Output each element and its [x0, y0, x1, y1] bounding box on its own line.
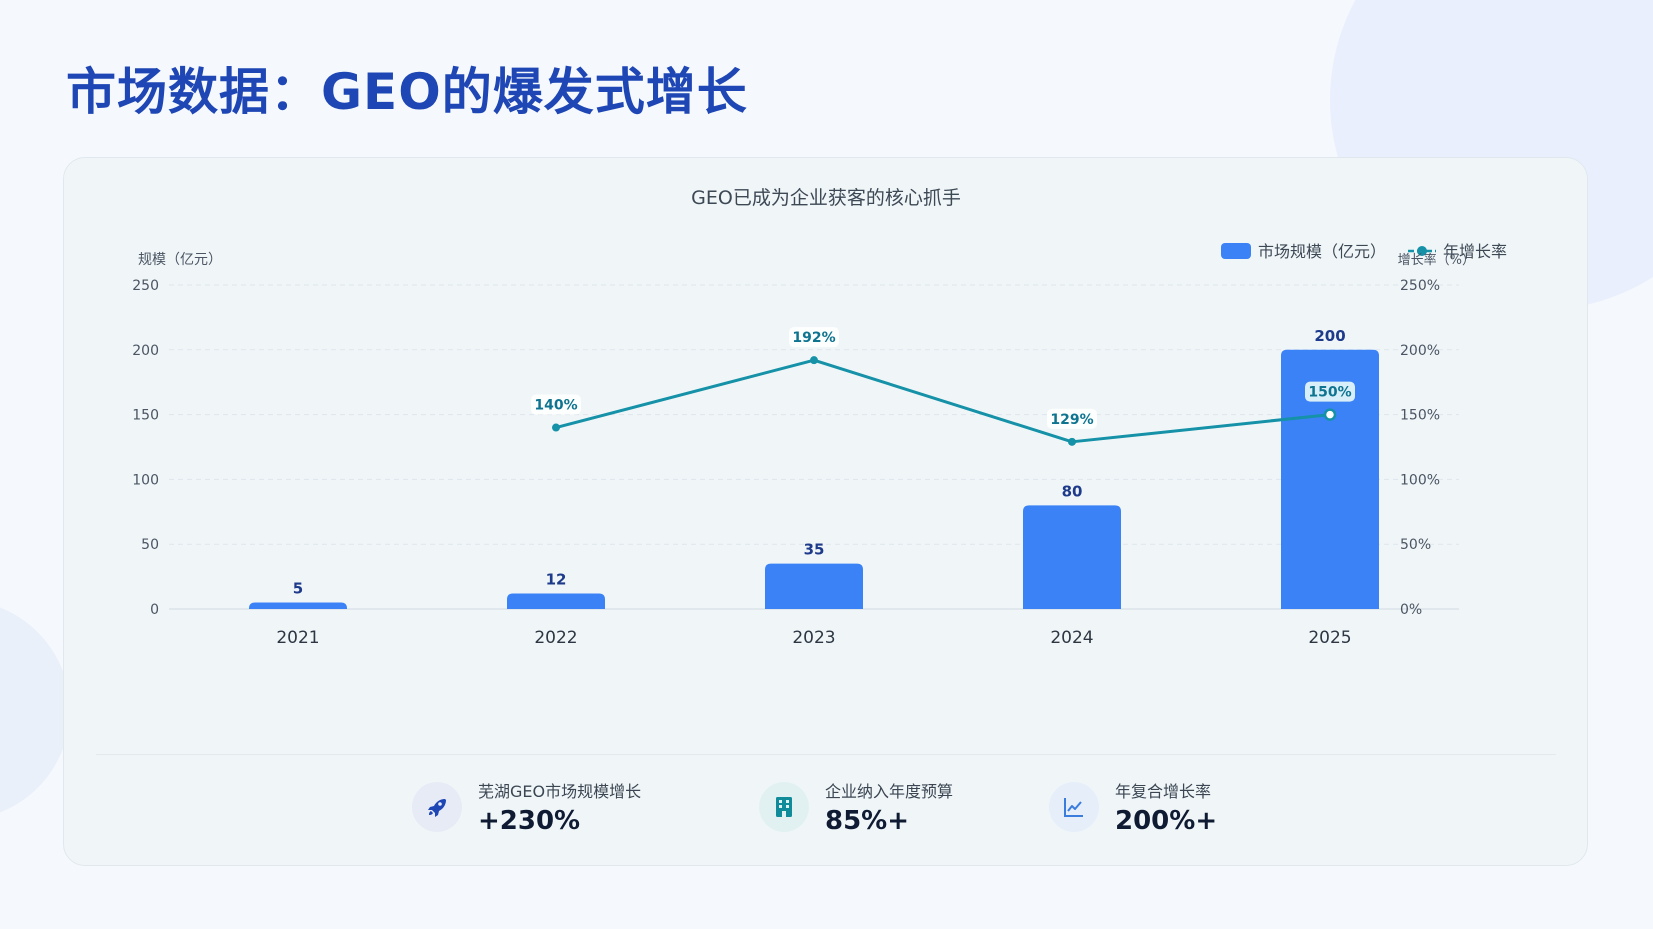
decorative-circle — [0, 600, 70, 820]
y-tick-label-right: 150% — [1400, 408, 1440, 424]
growth-point-2022 — [552, 423, 560, 432]
growth-label-bg — [531, 394, 581, 415]
chart-card: GEO已成为企业获客的核心抓手市场规模（亿元） 年增长率规模（亿元） 增长率（%） 0… — [63, 157, 1588, 866]
divider — [96, 754, 1556, 755]
x-tick-label: 2023 — [792, 628, 835, 648]
y-tick-label-right: 250% — [1400, 278, 1440, 294]
legend-label-growth: 年增长率 — [1443, 242, 1507, 261]
growth-line — [555, 358, 1331, 444]
growth-point-2025 — [1323, 408, 1337, 421]
y-tick-label-right: 0% — [1400, 602, 1422, 618]
x-tick-label: 2025 — [1308, 628, 1351, 648]
stat-label: 年复合增长率 — [1115, 782, 1212, 801]
growth-value-label: 150% — [1308, 385, 1351, 401]
bar-value-label: 35 — [804, 541, 825, 559]
x-tick-label: 2024 — [1050, 628, 1093, 648]
y-tick-label-left: 200 — [132, 343, 159, 359]
chart-title: GEO已成为企业获客的核心抓手 — [691, 187, 961, 209]
stat-label: 芜湖GEO市场规模增长 — [478, 782, 642, 801]
building-icon — [759, 782, 809, 832]
legend-marker-growth — [1417, 246, 1427, 256]
bar-value-label: 80 — [1062, 482, 1083, 500]
bar-2025 — [1281, 349, 1379, 609]
y-tick-label-left: 250 — [132, 278, 159, 294]
growth-point-2024 — [1068, 437, 1076, 446]
stat-budget: 企业纳入年度预算 85%+ — [759, 772, 953, 842]
legend-swatch-bars — [1221, 243, 1251, 259]
rocket-icon — [412, 782, 462, 832]
y-axis-title-right: 增长率（%） — [1398, 252, 1475, 268]
stat-value: 85%+ — [825, 806, 910, 836]
y-tick-label-right: 200% — [1400, 343, 1440, 359]
y-tick-label-left: 0 — [150, 602, 159, 618]
legend-label-bars: 市场规模（亿元） — [1258, 242, 1386, 261]
stat-value: 200%+ — [1115, 806, 1218, 836]
y-tick-label-right: 100% — [1400, 472, 1440, 488]
y-axis-title-left: 规模（亿元） — [138, 252, 222, 268]
growth-label-bg — [1047, 408, 1097, 429]
growth-value-label: 192% — [792, 330, 835, 346]
growth-value-label: 129% — [1050, 412, 1093, 428]
bar-2023 — [765, 563, 863, 609]
stat-label: 企业纳入年度预算 — [825, 782, 954, 801]
bar-value-label: 12 — [546, 570, 567, 588]
stat-value: +230% — [478, 806, 581, 836]
x-tick-label: 2021 — [276, 628, 319, 648]
bar-2022 — [507, 593, 605, 609]
bar-2024 — [1023, 505, 1121, 609]
y-tick-label-left: 100 — [132, 472, 159, 488]
bar-value-label: 200 — [1314, 327, 1345, 345]
trend-chart-icon — [1049, 782, 1099, 832]
bar-value-label: 5 — [293, 580, 303, 598]
y-tick-label-left: 150 — [132, 408, 159, 424]
stat-market-growth: 芜湖GEO市场规模增长 +230% — [412, 772, 641, 842]
x-tick-label: 2022 — [534, 628, 577, 648]
stat-cagr: 年复合增长率 200%+ — [1049, 772, 1217, 842]
y-tick-label-right: 50% — [1400, 537, 1431, 553]
page-title: 市场数据：GEO的爆发式增长 — [66, 63, 748, 121]
growth-value-label: 140% — [534, 398, 577, 414]
growth-label-bg — [789, 327, 839, 348]
growth-point-2023 — [810, 356, 818, 365]
growth-label-bg — [1305, 381, 1355, 402]
y-tick-label-left: 50 — [141, 537, 159, 553]
bar-2021 — [249, 602, 347, 609]
